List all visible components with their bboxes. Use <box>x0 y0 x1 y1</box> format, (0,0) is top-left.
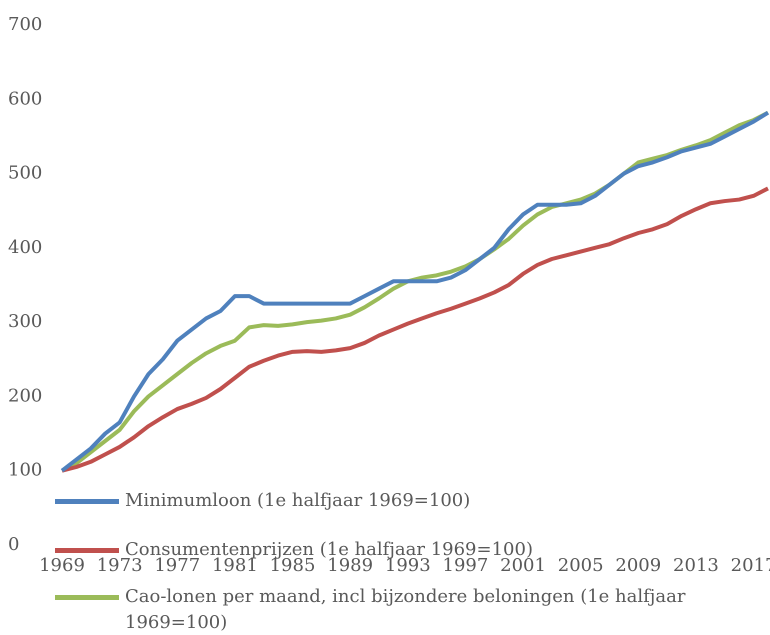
legend-entry: Cao-lonen per maand, incl bijzondere bel… <box>55 584 725 635</box>
y-tick-label: 400 <box>8 237 42 258</box>
y-tick-label: 0 <box>8 534 19 555</box>
x-tick-label: 1973 <box>97 555 143 576</box>
y-tick-label: 600 <box>8 88 42 109</box>
legend-swatch <box>55 548 119 553</box>
x-tick-label: 1997 <box>443 555 489 576</box>
y-tick-label: 200 <box>8 385 42 406</box>
x-tick-label: 1989 <box>327 555 373 576</box>
x-tick-label: 1977 <box>154 555 200 576</box>
legend-entry: Minimumloon (1e halfjaar 1969=100) <box>55 488 725 514</box>
x-tick-label: 2001 <box>500 555 546 576</box>
y-tick-label: 700 <box>8 14 42 35</box>
x-tick-label: 1969 <box>39 555 85 576</box>
legend-label: Minimumloon (1e halfjaar 1969=100) <box>125 490 471 511</box>
x-tick-label: 1985 <box>270 555 316 576</box>
x-tick-label: 2009 <box>615 555 661 576</box>
y-tick-label: 100 <box>8 460 42 481</box>
x-tick-label: 1993 <box>385 555 431 576</box>
x-tick-label: 2017 <box>731 555 770 576</box>
x-tick-label: 2013 <box>673 555 719 576</box>
series-line <box>60 110 770 473</box>
x-tick-label: 1981 <box>212 555 258 576</box>
y-tick-label: 300 <box>8 311 42 332</box>
legend-swatch <box>55 499 119 504</box>
y-tick-label: 500 <box>8 163 42 184</box>
legend-swatch <box>55 595 119 600</box>
legend-label: Consumentenprijzen (1e halfjaar 1969=100… <box>125 539 533 560</box>
x-tick-label: 2005 <box>558 555 604 576</box>
legend-entry: Consumentenprijzen (1e halfjaar 1969=100… <box>55 537 725 563</box>
series-line <box>61 110 769 473</box>
legend-label: Cao-lonen per maand, incl bijzondere bel… <box>125 586 686 633</box>
series-line <box>61 186 769 473</box>
